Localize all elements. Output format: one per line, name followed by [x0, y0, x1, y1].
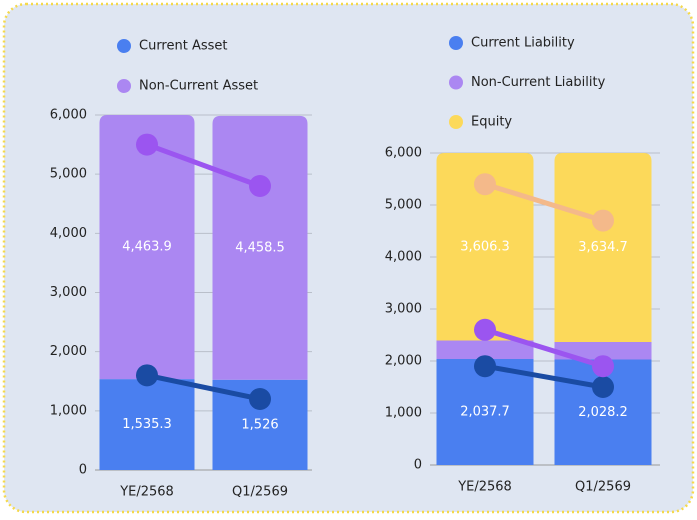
line-point [249, 388, 271, 410]
y-tick-label: 1,000 [50, 403, 87, 418]
line [146, 372, 261, 402]
value-label: 4,463.9 [122, 240, 172, 255]
y-tick-label: 6,000 [50, 108, 87, 123]
value-label: 4,458.5 [235, 240, 285, 255]
bar [99, 379, 195, 470]
value-label: 2,037.7 [460, 405, 510, 420]
bar [99, 115, 195, 380]
y-tick-label: 2,000 [50, 344, 87, 359]
bar [212, 379, 308, 470]
legend-label: Non-Current Liability [471, 75, 606, 90]
bar [554, 342, 652, 360]
line-point [592, 376, 614, 398]
y-tick-label: 4,000 [50, 226, 87, 241]
legend-label: Non-Current Asset [139, 79, 258, 94]
line-point [136, 364, 158, 387]
line-point [474, 318, 496, 341]
y-tick-label: 3,000 [50, 285, 87, 300]
legend-label: Current Liability [471, 36, 575, 51]
legend-label: Equity [471, 115, 512, 130]
y-tick-label: 3,000 [385, 302, 422, 317]
line [484, 363, 604, 390]
bar [212, 115, 308, 380]
line-point [249, 175, 271, 197]
y-tick-label: 1,000 [385, 406, 422, 421]
y-tick-label: 4,000 [385, 250, 422, 265]
line-point [592, 209, 614, 232]
line-point [474, 355, 496, 378]
value-label: 3,634.7 [578, 240, 628, 255]
bar [436, 359, 534, 465]
y-tick-label: 5,000 [50, 167, 87, 182]
legend-marker [117, 79, 131, 93]
legend-marker [117, 39, 131, 53]
value-label: 3,606.3 [460, 239, 510, 254]
value-label: 2,028.2 [578, 405, 628, 420]
legend-marker [449, 36, 463, 50]
value-label: 1,535.3 [122, 417, 172, 432]
bar [436, 340, 534, 360]
y-tick-label: 0 [79, 463, 87, 478]
x-tick-label: YE/2568 [457, 480, 512, 495]
x-tick-label: Q1/2569 [575, 480, 631, 495]
y-tick-label: 0 [414, 458, 422, 473]
bar [554, 153, 652, 343]
y-tick-label: 6,000 [385, 146, 422, 161]
line [146, 142, 261, 189]
line [484, 181, 604, 223]
legend-marker [449, 115, 463, 129]
x-tick-label: YE/2568 [119, 485, 174, 500]
value-label: 1,526 [241, 417, 278, 432]
line-point [474, 173, 496, 196]
x-tick-label: Q1/2569 [232, 485, 288, 500]
y-tick-label: 2,000 [385, 354, 422, 369]
bar [554, 359, 652, 465]
legend-marker [449, 75, 463, 90]
y-tick-label: 5,000 [385, 198, 422, 213]
bar [436, 153, 534, 341]
line-point [592, 355, 614, 378]
legend-label: Current Asset [139, 39, 228, 54]
line [484, 327, 604, 369]
line-point [136, 133, 158, 156]
